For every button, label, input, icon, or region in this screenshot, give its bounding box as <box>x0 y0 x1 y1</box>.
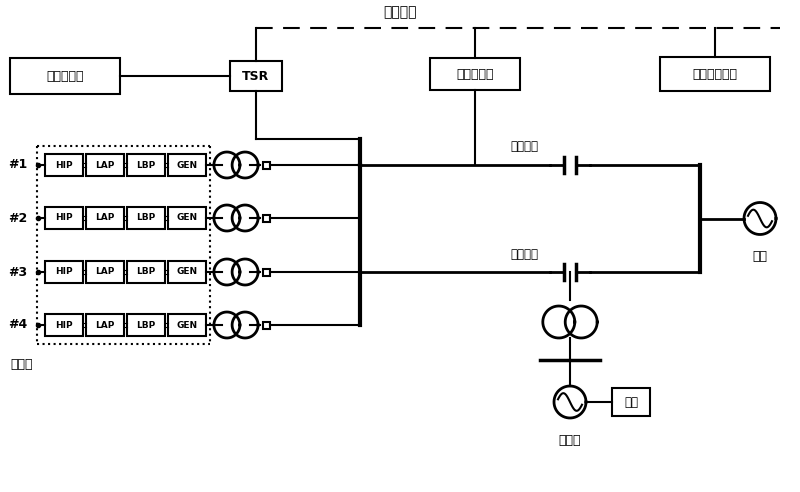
Bar <box>127 261 165 283</box>
Bar <box>127 207 165 229</box>
Text: #4: #4 <box>8 318 27 332</box>
Bar <box>168 261 206 283</box>
Text: 负荷: 负荷 <box>624 396 638 408</box>
Text: 通信通道: 通信通道 <box>383 5 417 19</box>
Text: 串补电容: 串补电容 <box>510 141 538 154</box>
Text: LAP: LAP <box>95 320 114 330</box>
Bar <box>86 154 124 176</box>
Text: HIP: HIP <box>55 268 73 277</box>
Text: HIP: HIP <box>55 214 73 222</box>
Text: LAP: LAP <box>95 160 114 170</box>
Bar <box>86 314 124 336</box>
Bar <box>612 388 650 416</box>
Text: 系统: 系统 <box>753 250 767 264</box>
Text: LBP: LBP <box>136 320 156 330</box>
Text: TSR: TSR <box>242 69 270 83</box>
Bar <box>168 314 206 336</box>
Text: HIP: HIP <box>55 160 73 170</box>
Text: HIP: HIP <box>55 320 73 330</box>
Bar <box>430 58 520 90</box>
Bar <box>168 207 206 229</box>
Text: 电厂主控室: 电厂主控室 <box>46 69 84 83</box>
Text: #1: #1 <box>8 158 27 172</box>
Text: 发电厂: 发电厂 <box>10 359 33 371</box>
Bar <box>262 161 270 168</box>
Bar <box>45 314 83 336</box>
Text: LBP: LBP <box>136 268 156 277</box>
Bar <box>45 154 83 176</box>
Bar <box>262 269 270 276</box>
Bar <box>86 207 124 229</box>
Text: LAP: LAP <box>95 268 114 277</box>
Bar <box>45 261 83 283</box>
Bar <box>45 207 83 229</box>
Text: 发电厂: 发电厂 <box>558 434 582 447</box>
Bar <box>10 58 120 94</box>
Text: #2: #2 <box>8 212 27 224</box>
Text: GEN: GEN <box>177 320 198 330</box>
Bar <box>660 57 770 91</box>
Bar <box>127 154 165 176</box>
Text: #3: #3 <box>8 266 27 278</box>
Text: 电网调度中心: 电网调度中心 <box>693 67 738 81</box>
Bar <box>230 61 282 91</box>
Text: LAP: LAP <box>95 214 114 222</box>
Text: GEN: GEN <box>177 160 198 170</box>
Text: 旁路控制器: 旁路控制器 <box>456 67 494 81</box>
Text: GEN: GEN <box>177 268 198 277</box>
Bar <box>127 314 165 336</box>
Bar <box>86 261 124 283</box>
Text: 串补电容: 串补电容 <box>510 247 538 260</box>
Text: LBP: LBP <box>136 214 156 222</box>
Bar <box>262 321 270 329</box>
Bar <box>262 215 270 221</box>
Bar <box>168 154 206 176</box>
Text: GEN: GEN <box>177 214 198 222</box>
Text: LBP: LBP <box>136 160 156 170</box>
